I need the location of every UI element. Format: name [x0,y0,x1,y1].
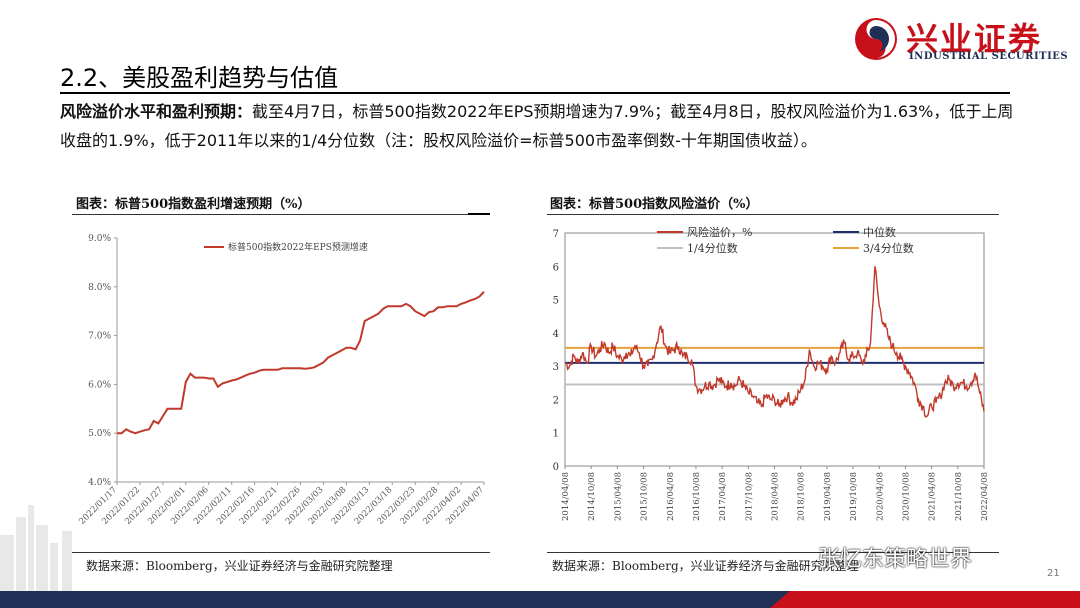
eps-y-tick-label: 9.0% [88,234,111,244]
brand-logo-subtext: INDUSTRIAL SECURITIES [909,51,1069,62]
erp-x-tick-label: 2014/10/08 [587,472,597,521]
brand-logo-mark [855,18,897,60]
erp-x-tick-label: 2015/04/08 [613,472,623,521]
erp-chart-title: 图表：标普500指数风险溢价（%） [550,197,759,212]
erp-y-tick-label: 0 [553,462,559,473]
eps-chart-top-rule [72,214,490,215]
slide-title: 2.2、美股盈利趋势与估值 [60,64,339,92]
erp-x-tick-label: 2021/10/08 [954,472,964,521]
page-number: 21 [1047,568,1060,579]
erp-x-tick-label: 2016/10/08 [692,472,702,521]
summary-paragraph: 风险溢价水平和盈利预期：截至4月7日，标普500指数2022年EPS预期增速为7… [60,97,1020,155]
erp-x-tick-label: 2020/10/08 [901,472,911,521]
eps-chart-source: 数据来源：Bloomberg，兴业证券经济与金融研究院整理 [86,559,393,573]
erp-x-tick-label: 2018/10/08 [797,472,807,521]
erp-legend-series-label: 风险溢价，% [687,225,752,239]
erp-x-tick-label: 2021/04/08 [928,472,938,521]
erp-x-tick-label: 2017/10/08 [744,472,754,521]
erp-y-tick-label: 3 [553,362,559,373]
erp-y-tick-label: 2 [553,395,559,406]
summary-lead: 风险溢价水平和盈利预期： [60,102,253,121]
erp-x-tick-label: 2018/04/08 [771,472,781,521]
erp-legend-q25-label: 1/4分位数 [687,241,738,255]
eps-chart-bottom-rule [72,552,490,553]
erp-legend-q75-label: 3/4分位数 [863,241,914,255]
erp-x-tick-label: 2017/04/08 [718,472,728,521]
eps-chart-rule-accent [468,213,490,215]
erp-x-tick-label: 2015/10/08 [640,472,650,521]
summary-body: 截至4月7日，标普500指数2022年EPS预期增速为7.9%；截至4月8日，股… [60,102,1014,150]
footer-bar [0,591,1080,608]
erp-legend-median-label: 中位数 [863,225,896,239]
eps-y-tick-label: 5.0% [88,429,111,439]
city-skyline-decoration [0,505,72,591]
wechat-watermark: 张忆东策略世界 [818,547,973,572]
erp-series-line [564,266,985,418]
eps-growth-series-line [117,291,485,435]
erp-plot-frame [564,232,985,467]
eps-legend-label: 标普500指数2022年EPS预测增速 [228,241,368,253]
erp-y-tick-label: 7 [553,229,559,240]
risk-premium-chart: 0 1 2 3 4 5 6 7 2014/04/08 2014/10/08 2015/04/08 20… [553,225,990,521]
erp-x-tick-label: 2019/10/08 [849,472,859,521]
erp-x-tick-label: 2019/04/08 [823,472,833,521]
erp-y-tick-label: 4 [553,329,559,340]
erp-x-tick-label: 2014/04/08 [561,472,571,521]
eps-y-tick-label: 8.0% [88,283,111,293]
erp-x-tick-label: 2020/04/08 [875,472,885,521]
erp-y-tick-label: 1 [553,429,559,440]
title-divider [60,92,1010,94]
erp-chart-bottom-rule [547,552,999,553]
eps-y-tick-label: 4.0% [88,478,111,488]
eps-growth-chart: 4.0%5.0%6.0%7.0%8.0%9.0%2022/01/172022/0… [77,234,486,527]
erp-x-tick-label: 2016/04/08 [666,472,676,521]
erp-chart-top-rule [547,214,999,215]
eps-y-tick-label: 7.0% [88,332,111,342]
erp-y-tick-label: 6 [553,262,559,273]
eps-chart-title: 图表：标普500指数盈利增速预期（%） [76,197,311,212]
brand-logo-text: 兴业证券 [906,20,1043,58]
erp-x-tick-label: 2022/04/08 [980,472,990,521]
erp-y-tick-label: 5 [553,296,559,307]
erp-chart-source: 数据来源：Bloomberg，兴业证券经济与金融研究院整理 [552,559,859,573]
eps-y-tick-label: 6.0% [88,380,111,390]
